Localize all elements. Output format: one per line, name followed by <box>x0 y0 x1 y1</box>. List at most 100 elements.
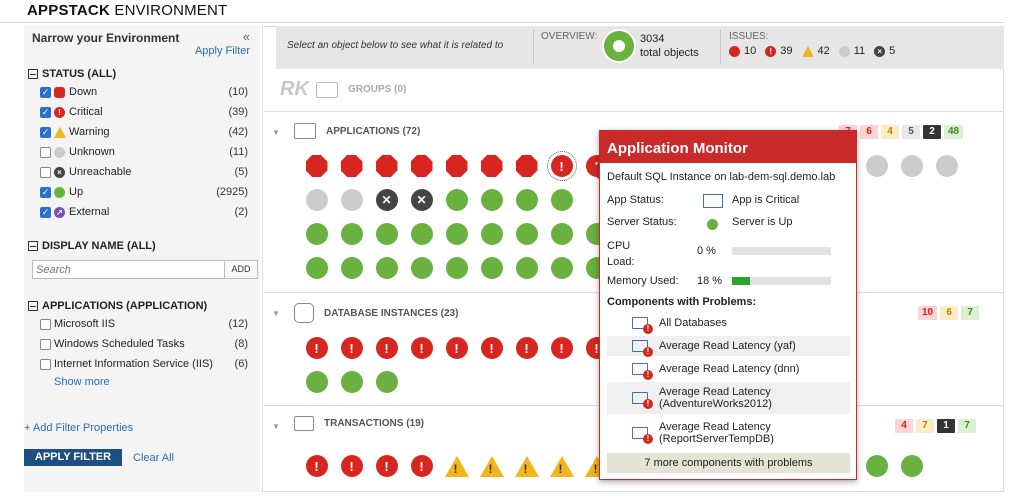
unk-node[interactable] <box>900 155 923 177</box>
up-node[interactable] <box>900 455 923 477</box>
warn-issue-icon[interactable] <box>801 45 814 57</box>
crit-node[interactable]: ! <box>410 337 433 359</box>
crit-node[interactable]: ! <box>546 151 577 181</box>
up-node[interactable] <box>480 223 503 245</box>
collapse-databases-icon[interactable]: ▼ <box>272 309 280 318</box>
up-node[interactable] <box>340 223 363 245</box>
add-filter-properties-link[interactable]: + Add Filter Properties <box>24 422 134 434</box>
status-filter-item[interactable]: ✓ Down (10) <box>28 82 258 102</box>
applications-section-toggle[interactable]: APPLICATIONS (APPLICATION) <box>28 298 258 314</box>
crit-node[interactable]: ! <box>375 337 398 359</box>
crit-node[interactable]: ! <box>305 455 328 477</box>
status-section-toggle[interactable]: STATUS (ALL) <box>28 66 258 82</box>
crit-node[interactable]: ! <box>375 455 398 477</box>
transactions-header[interactable]: TRANSACTIONS (19) <box>294 416 424 431</box>
collapse-icon[interactable] <box>28 301 38 311</box>
overview-donut-icon[interactable] <box>602 29 636 63</box>
application-filter-item[interactable]: Microsoft IIS (12) <box>28 314 258 334</box>
status-count-badge[interactable]: 7 <box>916 419 934 433</box>
up-node[interactable] <box>445 189 468 211</box>
status-filter-item[interactable]: × Unreachable (5) <box>28 162 258 182</box>
status-count-badge[interactable]: 4 <box>895 419 913 433</box>
component-item[interactable]: Average Read Latency (AdventureWorks2012… <box>607 382 850 414</box>
status-filter-item[interactable]: ✓ Up (2925) <box>28 182 258 202</box>
apply-filter-button[interactable]: APPLY FILTER <box>24 449 122 466</box>
status-filter-item[interactable]: ✓ ↗ External (2) <box>28 202 258 222</box>
status-count-badge[interactable]: 5 <box>902 125 920 139</box>
collapse-icon[interactable] <box>28 241 38 251</box>
crit-node[interactable]: ! <box>410 455 433 477</box>
status-count-badge[interactable]: 4 <box>881 125 899 139</box>
up-node[interactable] <box>480 257 503 279</box>
crit-node[interactable]: ! <box>340 455 363 477</box>
unk-node[interactable] <box>865 155 888 177</box>
unr-node[interactable]: ✕ <box>410 189 433 211</box>
collapse-icon[interactable] <box>28 69 38 79</box>
status-filter-item[interactable]: ✓ Warning (42) <box>28 122 258 142</box>
up-node[interactable] <box>515 223 538 245</box>
up-node[interactable] <box>410 257 433 279</box>
up-node[interactable] <box>340 371 363 393</box>
status-count-badge[interactable]: 2 <box>923 125 941 139</box>
collapse-applications-icon[interactable]: ▼ <box>272 128 280 137</box>
checkbox[interactable]: ✓ <box>40 186 51 198</box>
more-components-link[interactable]: 7 more components with problems <box>607 453 850 473</box>
up-node[interactable] <box>305 371 328 393</box>
checkbox[interactable] <box>40 166 51 178</box>
checkbox[interactable]: ✓ <box>40 86 51 98</box>
up-node[interactable] <box>445 223 468 245</box>
up-node[interactable] <box>340 257 363 279</box>
up-node[interactable] <box>375 223 398 245</box>
up-node[interactable] <box>515 189 538 211</box>
component-item[interactable]: Average Read Latency (yaf) <box>607 336 850 357</box>
component-item[interactable]: All Databases <box>607 313 850 334</box>
checkbox[interactable]: ✓ <box>40 206 51 218</box>
status-count-badge[interactable]: 10 <box>918 306 938 320</box>
crit-node[interactable]: ! <box>480 337 503 359</box>
crit-node[interactable]: ! <box>445 337 468 359</box>
down-node[interactable] <box>375 155 398 177</box>
component-item[interactable]: Average Read Latency (dnn) <box>607 359 850 380</box>
crit-node[interactable]: ! <box>340 337 363 359</box>
up-node[interactable] <box>515 257 538 279</box>
up-node[interactable] <box>375 371 398 393</box>
up-node[interactable] <box>305 223 328 245</box>
up-node[interactable] <box>550 189 573 211</box>
checkbox[interactable] <box>40 358 51 370</box>
checkbox[interactable] <box>40 146 51 158</box>
status-count-badge[interactable]: 7 <box>961 306 980 320</box>
unk-node[interactable] <box>305 189 328 211</box>
up-node[interactable] <box>410 223 433 245</box>
down-node[interactable] <box>515 155 538 177</box>
down-node[interactable] <box>305 155 328 177</box>
up-node[interactable] <box>375 257 398 279</box>
up-node[interactable] <box>305 257 328 279</box>
applications-header[interactable]: APPLICATIONS (72) <box>294 123 420 139</box>
application-filter-item[interactable]: Internet Information Service (IIS) (6) <box>28 354 258 374</box>
unk-node[interactable] <box>340 189 363 211</box>
status-filter-item[interactable]: ✓! Critical (39) <box>28 102 258 122</box>
checkbox[interactable] <box>40 338 51 350</box>
collapse-sidebar-icon[interactable]: « <box>242 29 250 44</box>
checkbox[interactable] <box>40 318 51 330</box>
show-more-link[interactable]: Show more <box>54 376 110 388</box>
apply-filter-link[interactable]: Apply Filter <box>194 45 250 57</box>
groups-row[interactable]: RK GROUPS (0) <box>280 78 407 100</box>
up-node[interactable] <box>550 257 573 279</box>
warning-node[interactable]: ! <box>549 455 574 477</box>
crit-issue-icon[interactable]: ! <box>765 45 777 57</box>
unr-node[interactable]: ✕ <box>375 189 398 211</box>
database-instances-header[interactable]: DATABASE INSTANCES (23) <box>294 303 458 323</box>
warning-node[interactable]: ! <box>514 455 539 477</box>
status-count-badge[interactable]: 6 <box>940 306 959 320</box>
search-input[interactable] <box>32 260 225 279</box>
down-node[interactable] <box>410 155 433 177</box>
application-filter-item[interactable]: Windows Scheduled Tasks (8) <box>28 334 258 354</box>
down-node[interactable] <box>480 155 503 177</box>
status-count-badge[interactable]: 1 <box>937 419 955 433</box>
display-name-toggle[interactable]: DISPLAY NAME (ALL) <box>28 238 258 254</box>
add-button[interactable]: ADD <box>225 260 258 279</box>
clear-all-link[interactable]: Clear All <box>133 452 174 464</box>
status-count-badge[interactable]: 6 <box>860 125 878 139</box>
warning-node[interactable]: ! <box>444 455 469 477</box>
